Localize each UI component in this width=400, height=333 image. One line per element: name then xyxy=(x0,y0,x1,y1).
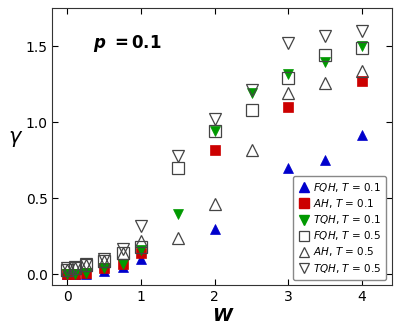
Text: $\boldsymbol{p}$ $\mathbf{= 0.1}$: $\boldsymbol{p}$ $\mathbf{= 0.1}$ xyxy=(93,33,162,54)
Y-axis label: γ: γ xyxy=(8,127,21,147)
Legend: $\it{FQH}$, $\it{T}$ = 0.1, $\it{AH}$, $\it{T}$ = 0.1, $\it{TQH}$, $\it{T}$ = 0.: $\it{FQH}$, $\it{T}$ = 0.1, $\it{AH}$, $… xyxy=(293,176,386,280)
X-axis label: W: W xyxy=(212,307,232,325)
